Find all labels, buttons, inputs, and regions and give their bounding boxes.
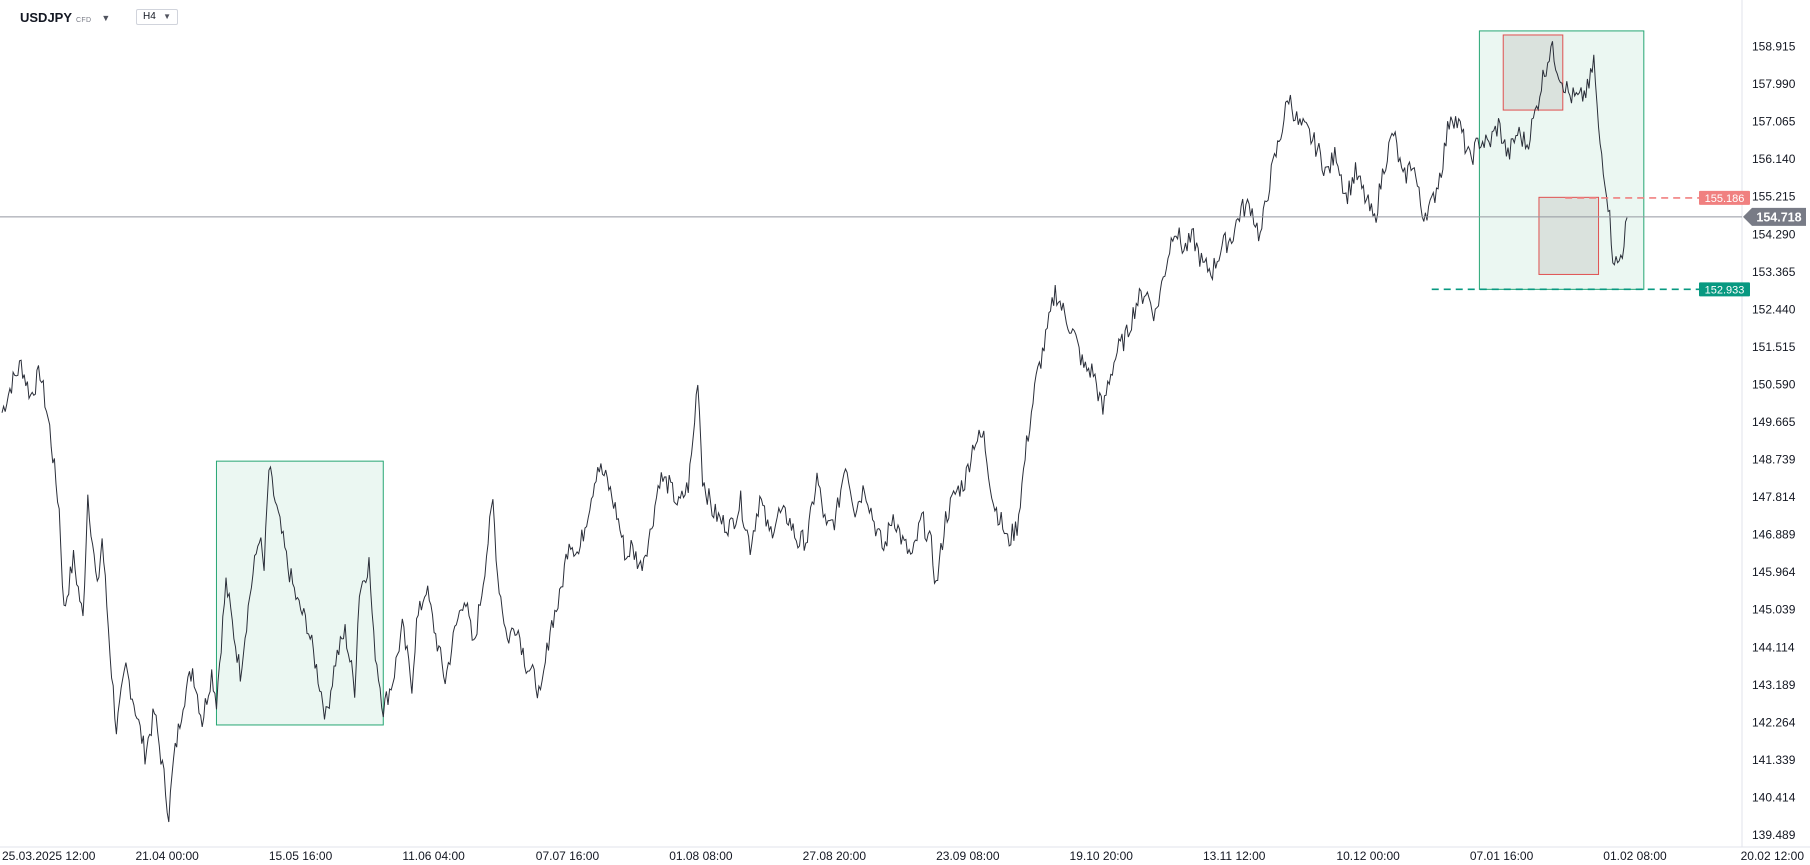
time-axis-tick: 11.06 04:00 bbox=[402, 849, 465, 863]
price-axis-tick: 154.290 bbox=[1752, 227, 1796, 241]
level-price-badge bbox=[1699, 190, 1750, 205]
price-axis-tick: 151.515 bbox=[1752, 340, 1796, 354]
time-axis-tick: 07.07 16:00 bbox=[536, 849, 600, 863]
time-axis-tick: 10.12 00:00 bbox=[1336, 849, 1400, 863]
symbol-type-tag: CFD bbox=[76, 17, 92, 24]
price-axis-tick: 157.065 bbox=[1752, 115, 1796, 129]
timeframe-selector[interactable]: H4 ▼ bbox=[136, 9, 178, 25]
timeframe-label: H4 bbox=[143, 11, 156, 22]
current-price-label: 154.718 bbox=[1756, 210, 1801, 224]
level-price-label: 155.186 bbox=[1705, 193, 1745, 205]
price-axis-tick: 157.990 bbox=[1752, 77, 1796, 91]
chevron-down-icon[interactable]: ▼ bbox=[101, 13, 111, 23]
price-axis-tick: 147.814 bbox=[1752, 490, 1796, 504]
level-price-label: 152.933 bbox=[1705, 284, 1745, 296]
price-axis-tick: 145.039 bbox=[1752, 603, 1796, 617]
time-axis-tick: 15.05 16:00 bbox=[269, 849, 333, 863]
time-axis-tick: 21.04 00:00 bbox=[135, 849, 199, 863]
price-axis-tick: 152.440 bbox=[1752, 302, 1796, 316]
time-axis-tick: 13.11 12:00 bbox=[1203, 849, 1266, 863]
price-axis-tick: 149.665 bbox=[1752, 415, 1796, 429]
time-axis-tick: 19.10 20:00 bbox=[1070, 849, 1134, 863]
time-axis-tick: 01.08 08:00 bbox=[669, 849, 733, 863]
price-axis-tick: 145.964 bbox=[1752, 565, 1796, 579]
time-axis-tick: 23.09 08:00 bbox=[936, 849, 1000, 863]
price-axis-tick: 155.215 bbox=[1752, 190, 1796, 204]
current-price-badge bbox=[1743, 207, 1806, 226]
price-axis-tick: 153.365 bbox=[1752, 265, 1796, 279]
time-axis-tick: 07.01 16:00 bbox=[1470, 849, 1534, 863]
price-axis-tick: 148.739 bbox=[1752, 453, 1796, 467]
price-axis-tick: 140.414 bbox=[1752, 790, 1796, 804]
price-axis-tick: 146.889 bbox=[1752, 528, 1796, 542]
time-axis-tick: 20.02 12:00 bbox=[1741, 849, 1805, 863]
price-axis-tick: 144.114 bbox=[1752, 640, 1795, 654]
price-axis-tick: 139.489 bbox=[1752, 828, 1796, 842]
price-axis-tick: 158.915 bbox=[1752, 40, 1796, 54]
price-series-line bbox=[1, 41, 1628, 823]
price-axis-tick: 141.339 bbox=[1752, 753, 1796, 767]
chevron-down-icon[interactable]: ▼ bbox=[163, 12, 171, 21]
price-axis-tick: 156.140 bbox=[1752, 152, 1796, 166]
zone-rectangle-4[interactable] bbox=[1538, 196, 1600, 275]
symbol-name: USDJPY bbox=[20, 10, 73, 25]
zone-rectangle-1[interactable] bbox=[215, 460, 384, 726]
level-price-badge bbox=[1699, 282, 1750, 297]
time-axis-tick: 25.03.2025 12:00 bbox=[2, 849, 96, 863]
zone-rectangle-2[interactable] bbox=[1478, 30, 1645, 290]
zone-rectangle-3[interactable] bbox=[1502, 34, 1564, 111]
price-axis-tick: 150.590 bbox=[1752, 377, 1796, 391]
price-axis-tick: 143.189 bbox=[1752, 678, 1796, 692]
time-axis-tick: 27.08 20:00 bbox=[803, 849, 867, 863]
time-axis-tick: 01.02 08:00 bbox=[1603, 849, 1667, 863]
chart-toolbar: USDJPY CFD ▼ H4 ▼ bbox=[0, 0, 1740, 36]
symbol-selector[interactable]: USDJPY CFD ▼ bbox=[20, 10, 110, 25]
price-axis-tick: 142.264 bbox=[1752, 715, 1796, 729]
